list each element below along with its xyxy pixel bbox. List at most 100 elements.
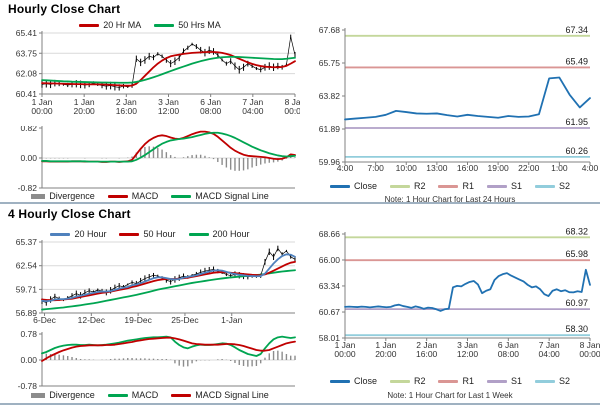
svg-text:00:00: 00:00 (579, 349, 600, 359)
svg-text:56.89: 56.89 (16, 308, 38, 318)
line-swatch-icon (50, 232, 71, 236)
svg-text:60.26: 60.26 (565, 146, 588, 156)
svg-text:61.89: 61.89 (319, 124, 341, 134)
svg-text:62.54: 62.54 (16, 261, 38, 271)
svg-text:3 Jan: 3 Jan (457, 340, 478, 350)
line-swatch-icon (535, 379, 556, 383)
legend-item-s2: S2 (535, 376, 570, 386)
svg-text:25-Dec: 25-Dec (171, 315, 199, 325)
week-pivot-note: Note: 1 Hour Chart for Last 1 Week (387, 391, 513, 400)
line-swatch-icon (107, 393, 128, 397)
svg-text:63.75: 63.75 (16, 48, 38, 58)
svg-text:13:00: 13:00 (426, 163, 448, 173)
svg-text:63.34: 63.34 (319, 281, 341, 291)
legend-item-s1: S1 (487, 376, 522, 386)
svg-text:4:00: 4:00 (582, 163, 599, 173)
line-swatch-icon (188, 232, 209, 236)
legend-item-50-hour: 50 Hour (119, 229, 176, 239)
legend-label-200-hour: 200 Hour (212, 229, 250, 239)
hourly-macd-chart: -0.82 0.00 0.82 (18, 126, 296, 192)
legend-item-s1: S1 (487, 181, 522, 191)
line-swatch-icon (171, 194, 192, 198)
svg-text:1 Jan: 1 Jan (74, 97, 95, 107)
hourly-chart-title: Hourly Close Chart (8, 2, 121, 16)
legend-label-r1: R1 (462, 376, 474, 386)
legend-item-divergence: Divergence (31, 390, 95, 400)
legend-item-r1: R1 (438, 181, 474, 191)
line-swatch-icon (329, 379, 350, 383)
hourly-macd-legend: Divergence MACD MACD Signal Line (0, 191, 300, 201)
svg-text:2 Jan: 2 Jan (116, 97, 137, 107)
legend-label-divergence: Divergence (49, 191, 95, 201)
svg-text:67.68: 67.68 (319, 25, 341, 35)
four-hourly-macd-chart: -0.78 0.00 0.78 (18, 330, 296, 390)
legend-item-close: Close (329, 181, 377, 191)
svg-text:12:00: 12:00 (457, 349, 479, 359)
hourly-close-chart-panel: Hourly Close Chart 20 Hr MA 50 Hrs MA 60.… (0, 0, 300, 203)
line-swatch-icon (438, 379, 459, 383)
legend-item-s2: S2 (535, 181, 570, 191)
legend-label-s1: S1 (511, 376, 523, 386)
day-pivot-legend: Close R2 R1 S1 S2 (300, 181, 600, 191)
legend-label-macd-signal-line: MACD Signal Line (195, 390, 269, 400)
svg-text:8 Jan: 8 Jan (285, 97, 300, 107)
svg-text:16:00: 16:00 (116, 106, 138, 116)
week-pivot-chart-panel: 58.01 60.67 63.34 66.00 68.66 68.32 65.98 60.97… (300, 205, 600, 403)
svg-text:22:00: 22:00 (518, 163, 540, 173)
svg-text:68.66: 68.66 (319, 229, 341, 239)
svg-text:62.08: 62.08 (16, 69, 38, 79)
line-swatch-icon (154, 23, 175, 27)
legend-label-50-hour: 50 Hour (143, 229, 176, 239)
svg-text:1-Jan: 1-Jan (221, 315, 243, 325)
legend-item-divergence: Divergence (31, 191, 95, 201)
svg-text:1 Jan: 1 Jan (32, 97, 53, 107)
legend-label-20-hr-ma: 20 Hr MA (103, 20, 142, 30)
legend-label-r2: R2 (413, 376, 426, 386)
line-swatch-icon (487, 184, 507, 188)
svg-text:4:00: 4:00 (337, 163, 354, 173)
svg-text:19-Dec: 19-Dec (124, 315, 152, 325)
svg-text:61.95: 61.95 (565, 117, 588, 127)
svg-text:3 Jan: 3 Jan (158, 97, 179, 107)
legend-label-s2: S2 (559, 376, 571, 386)
svg-text:65.75: 65.75 (319, 58, 341, 68)
svg-text:65.41: 65.41 (16, 30, 38, 38)
four-hourly-price-chart: 56.89 59.71 62.54 65.37 6-Dec 12-Dec 19-Dec 25-… (16, 237, 296, 325)
bottom-divider (0, 403, 600, 405)
legend-item-200-hour: 200 Hour (188, 229, 250, 239)
legend-label-close: Close (353, 376, 377, 386)
line-swatch-icon (438, 184, 459, 188)
legend-item-macd-signal-line: MACD Signal Line (171, 191, 269, 201)
line-swatch-icon (171, 393, 192, 397)
svg-text:19:00: 19:00 (487, 163, 509, 173)
svg-text:04:00: 04:00 (539, 349, 561, 359)
svg-text:63.82: 63.82 (319, 91, 341, 101)
four-hourly-chart-title: 4 Hourly Close Chart (8, 207, 131, 221)
svg-text:1 Jan: 1 Jan (335, 340, 356, 350)
legend-item-r2: R2 (389, 181, 425, 191)
svg-text:66.00: 66.00 (319, 255, 341, 265)
bar-swatch-icon (31, 193, 46, 199)
bar-swatch-icon (31, 392, 46, 398)
svg-text:0.78: 0.78 (20, 330, 37, 339)
svg-text:6 Jan: 6 Jan (498, 340, 519, 350)
svg-text:59.71: 59.71 (16, 284, 38, 294)
legend-label-50-hrs-ma: 50 Hrs MA (178, 20, 221, 30)
svg-text:58.01: 58.01 (319, 333, 341, 343)
svg-text:1 Jan: 1 Jan (375, 340, 396, 350)
four-hourly-close-chart-panel: 4 Hourly Close Chart 20 Hour 50 Hour 200 H… (0, 205, 300, 403)
section-divider (0, 202, 600, 204)
legend-label-macd-signal-line: MACD Signal Line (195, 191, 269, 201)
day-pivot-chart: 59.96 61.89 63.82 65.75 67.68 67.34 65.49 61.95… (319, 25, 599, 173)
svg-text:16:00: 16:00 (457, 163, 479, 173)
week-pivot-chart: 58.01 60.67 63.34 66.00 68.66 68.32 65.98 60.97… (319, 227, 600, 359)
week-pivot-legend: Close R2 R1 S1 S2 (300, 376, 600, 386)
legend-item-20-hr-ma: 20 Hr MA (79, 20, 141, 30)
legend-item-20-hour: 20 Hour (50, 229, 106, 239)
svg-text:60.41: 60.41 (16, 89, 38, 99)
svg-text:1:00: 1:00 (551, 163, 568, 173)
svg-text:12:00: 12:00 (158, 106, 180, 116)
legend-label-macd: MACD (131, 390, 159, 400)
legend-label-r1: R1 (462, 181, 474, 191)
